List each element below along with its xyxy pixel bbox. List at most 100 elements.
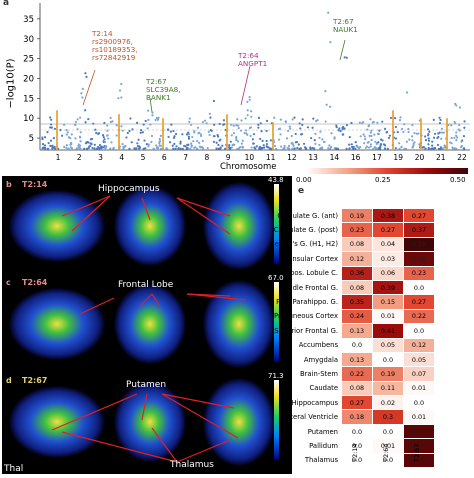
manhattan-point — [366, 128, 369, 131]
manhattan-point — [433, 132, 437, 135]
manhattan-point — [384, 144, 387, 147]
manhattan-point — [106, 124, 109, 127]
manhattan-point — [345, 124, 349, 127]
manhattan-point — [288, 125, 291, 128]
manhattan-point — [181, 133, 184, 136]
manhattan-point — [205, 122, 208, 125]
manhattan-point — [206, 146, 209, 150]
heatmap-row: Brain-Stem 0.22 0.19 0.07 — [230, 366, 435, 382]
x-tick-label: 13 — [308, 153, 318, 162]
manhattan-point — [84, 121, 87, 124]
manhattan-point — [122, 147, 125, 150]
manhattan-point — [309, 146, 312, 149]
x-tick-label: 2 — [77, 153, 82, 162]
manhattan-point — [260, 147, 263, 150]
y-tick-label: 10 — [23, 114, 34, 124]
manhattan-point — [405, 91, 409, 94]
manhattan-point — [348, 147, 351, 150]
heatmap-row-label: Juxtapos. Lobule C. — [272, 269, 338, 278]
manhattan-point — [138, 147, 141, 150]
heatmap-cell: 0.0 — [372, 423, 404, 440]
y-tick-label: 15 — [23, 94, 34, 104]
manhattan-point — [59, 128, 62, 132]
colorbar — [306, 168, 468, 174]
x-tick-label: 9 — [226, 153, 231, 162]
manhattan-point — [150, 134, 154, 138]
manhattan-point — [193, 130, 196, 133]
manhattan-point — [426, 128, 430, 131]
manhattan-point — [106, 129, 109, 132]
manhattan-point — [83, 147, 86, 150]
manhattan-point — [235, 137, 238, 140]
manhattan-point — [151, 111, 154, 114]
manhattan-point — [41, 138, 44, 141]
manhattan-point — [286, 129, 290, 133]
manhattan-point — [78, 144, 82, 147]
manhattan-point — [51, 147, 54, 150]
manhattan-point — [385, 131, 388, 134]
manhattan-point — [411, 139, 414, 142]
manhattan-point — [398, 142, 401, 145]
manhattan-point — [102, 135, 105, 139]
manhattan-point — [440, 127, 444, 130]
manhattan-point — [294, 132, 297, 136]
panel-letter-e: e — [298, 186, 305, 196]
manhattan-point — [249, 134, 252, 138]
manhattan-point — [367, 146, 371, 149]
heatmap-row: Thalamus 0.0 0.0 0.51 — [230, 452, 435, 469]
manhattan-point — [109, 120, 113, 124]
manhattan-point — [155, 116, 159, 120]
manhattan-point — [357, 147, 361, 150]
heatmap-cell: 0.04 — [372, 236, 404, 253]
thal-label: Thal — [4, 464, 24, 474]
manhattan-point — [313, 139, 316, 142]
manhattan-point — [293, 147, 296, 150]
manhattan-point — [372, 147, 375, 150]
manhattan-point — [324, 120, 327, 123]
heatmap-row: Superior Frontal G. 0.13 0.41 0.0 — [230, 323, 435, 339]
row-d-label: T2:67 — [22, 376, 48, 385]
manhattan-point — [103, 146, 107, 150]
heatmap-row: Pallidum 0.0 0.01 0.51 — [230, 438, 435, 454]
manhattan-point — [381, 139, 384, 142]
manhattan-point — [298, 122, 301, 125]
heatmap-row: Cingulate G. (post) 0.23 0.27 0.37 — [230, 222, 435, 238]
heatmap-row: Lateral Ventricle 0.18 0.3 0.01 — [230, 409, 435, 425]
manhattan-point — [170, 123, 173, 126]
manhattan-point — [280, 145, 283, 148]
highlight-bar — [420, 118, 422, 150]
manhattan-point — [66, 131, 69, 134]
manhattan-point — [400, 127, 404, 131]
manhattan-point — [224, 147, 227, 150]
manhattan-point — [198, 131, 201, 134]
y-tick-label: 20 — [23, 74, 34, 84]
manhattan-point — [78, 116, 82, 119]
heatmap-row-label: Caudate — [309, 384, 338, 393]
heatmap-row: Post Parahippo. G. 0.35 0.15 0.27 — [230, 294, 435, 310]
manhattan-point — [77, 144, 80, 147]
manhattan-point — [186, 131, 190, 134]
manhattan-point — [177, 147, 180, 150]
manhattan-point — [139, 131, 142, 134]
manhattan-point — [315, 120, 318, 123]
heatmap-cell: 0.24 — [341, 308, 373, 325]
manhattan-point — [407, 130, 410, 134]
heatmap-cell: 0.12 — [341, 251, 373, 267]
manhattan-point — [159, 134, 162, 137]
x-tick-label: 7 — [183, 153, 188, 162]
manhattan-point — [49, 126, 52, 129]
manhattan-point — [343, 56, 346, 59]
manhattan-point — [175, 145, 178, 148]
heatmap-table: Cingulate G. (ant) 0.19 0.38 0.27 Cingulate … — [230, 207, 435, 469]
manhattan-point — [53, 127, 57, 130]
heatmap-cell: 0.23 — [403, 265, 435, 281]
manhattan-point — [233, 143, 236, 146]
manhattan-point — [131, 128, 134, 131]
annotation-t2-14: T2:14 rs2900976, rs10189353, rs72842919 — [92, 29, 138, 62]
highlight-bar — [392, 110, 394, 150]
manhattan-point — [368, 134, 371, 137]
heatmap-cell: 0.51 — [403, 452, 435, 469]
manhattan-point — [98, 147, 101, 150]
manhattan-point — [359, 135, 362, 138]
manhattan-point — [129, 117, 132, 120]
